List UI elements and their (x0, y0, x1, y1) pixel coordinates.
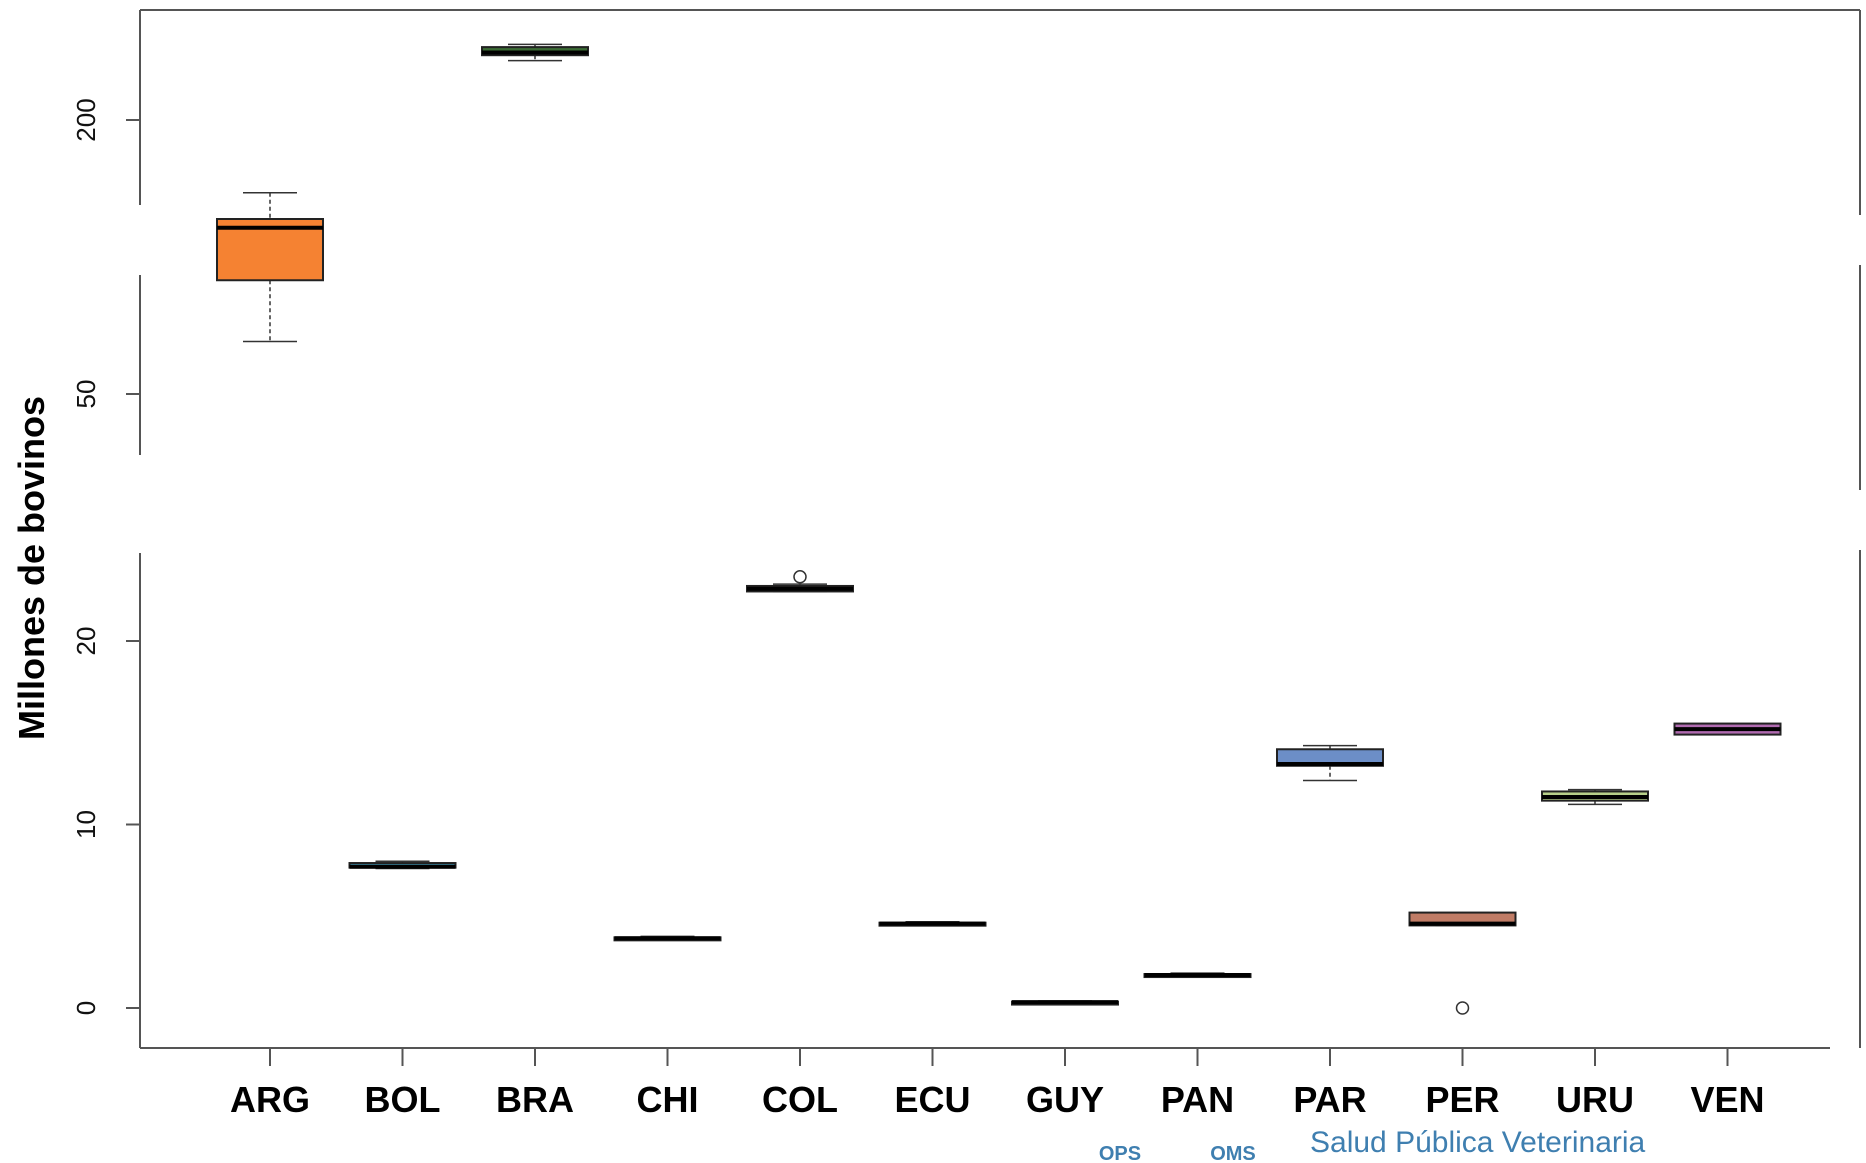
x-tick-label-bra: BRA (496, 1079, 574, 1120)
box-ven (1673, 722, 1782, 736)
box-guy (1011, 1000, 1119, 1006)
box-uru (1541, 788, 1649, 806)
outlier-point (1455, 1001, 1470, 1015)
y-tick-label-0: 0 (71, 1001, 101, 1015)
box-per (1408, 911, 1517, 1015)
x-tick-label-arg: ARG (230, 1079, 310, 1120)
outlier-point (793, 570, 807, 584)
x-axis: ARG BOL BRA CHI COL ECU GUY PAN PAR PER URU VEN (230, 1048, 1765, 1120)
box-pan (1143, 972, 1252, 979)
x-tick-label-bol: BOL (365, 1079, 441, 1120)
box-bra (481, 43, 589, 62)
box-chi (613, 935, 722, 942)
footer-ops-logo: OPS (1099, 1143, 1141, 1163)
x-tick-label-per: PER (1425, 1079, 1499, 1120)
x-tick-label-ven: VEN (1690, 1079, 1764, 1120)
x-tick-label-guy: GUY (1026, 1079, 1104, 1120)
x-tick-label-uru: URU (1556, 1079, 1634, 1120)
plot-frame (139, 9, 1861, 1049)
x-tick-label-par: PAR (1293, 1079, 1366, 1120)
y-axis-title: Millones de bovinos (11, 396, 52, 740)
y-tick-label-20: 20 (71, 627, 101, 656)
box-col (746, 570, 854, 593)
x-tick-label-chi: CHI (637, 1079, 699, 1120)
footer: OPS OMS Salud Pública Veterinaria (1099, 1126, 1646, 1163)
box-bol (348, 860, 457, 870)
box-arg (216, 192, 324, 343)
y-tick-label-200: 200 (71, 98, 101, 141)
box-ecu (878, 921, 987, 927)
box-par (1276, 744, 1384, 782)
x-tick-label-ecu: ECU (894, 1079, 970, 1120)
footer-text: Salud Pública Veterinaria (1310, 1126, 1646, 1159)
footer-oms-logo: OMS (1210, 1143, 1256, 1163)
x-tick-label-col: COL (762, 1079, 838, 1120)
x-tick-label-pan: PAN (1161, 1079, 1234, 1120)
boxes (216, 43, 1782, 1015)
y-tick-label-10: 10 (71, 810, 101, 839)
y-axis: 0 10 20 50 200 (71, 98, 140, 1015)
y-tick-label-50: 50 (71, 380, 101, 409)
